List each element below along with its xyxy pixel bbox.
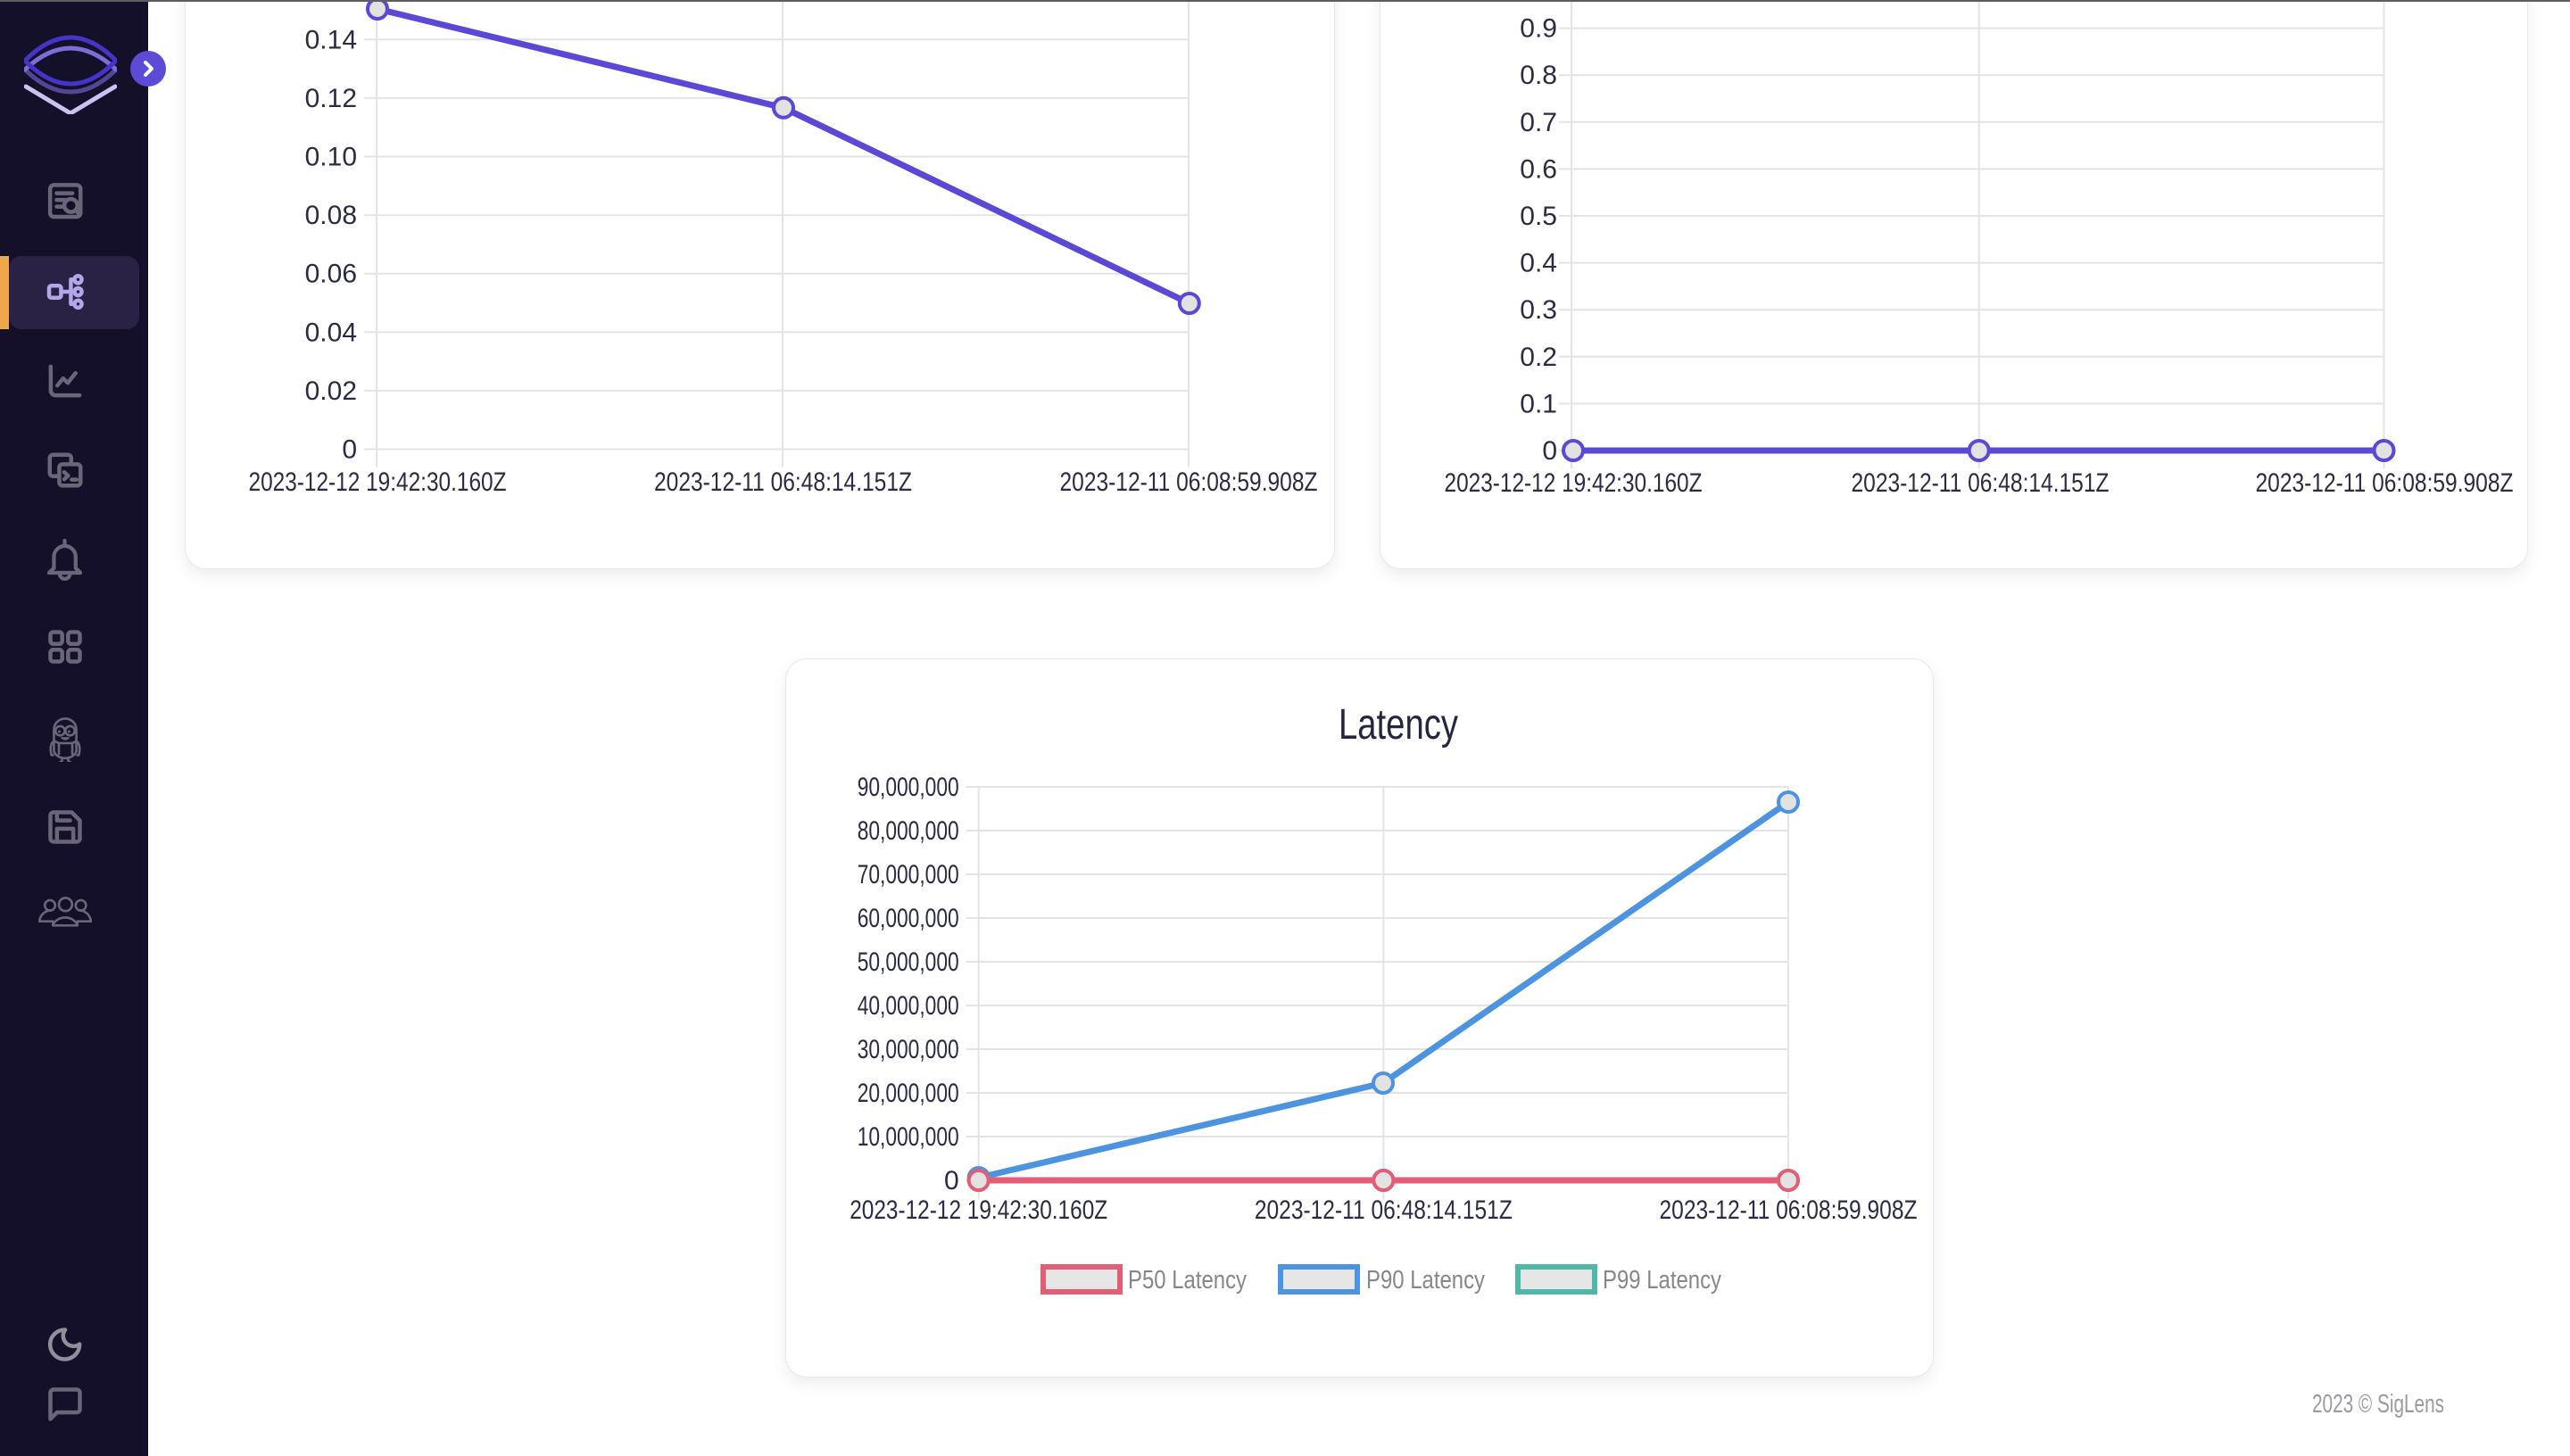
svg-text:0.6: 0.6 <box>1520 154 1557 184</box>
svg-text:2023 © SigLens: 2023 © SigLens <box>2312 1390 2444 1419</box>
svg-text:0.14: 0.14 <box>305 25 357 54</box>
svg-text:P99 Latency: P99 Latency <box>1603 1266 1721 1295</box>
svg-text:0.5: 0.5 <box>1520 202 1557 231</box>
svg-text:0.3: 0.3 <box>1520 295 1557 325</box>
svg-text:0.2: 0.2 <box>1520 343 1557 372</box>
svg-text:0: 0 <box>1542 436 1557 466</box>
svg-text:20,000,000: 20,000,000 <box>858 1079 959 1108</box>
svg-text:Latency: Latency <box>1339 701 1458 749</box>
svg-text:0.9: 0.9 <box>1520 14 1557 44</box>
svg-text:0.1: 0.1 <box>1520 389 1557 418</box>
svg-text:2023-12-11 06:48:14.151Z: 2023-12-11 06:48:14.151Z <box>654 467 912 497</box>
svg-text:2023-12-12 19:42:30.160Z: 2023-12-12 19:42:30.160Z <box>249 467 507 497</box>
svg-text:0.4: 0.4 <box>1520 249 1557 278</box>
svg-text:2023-12-11 06:08:59.908Z: 2023-12-11 06:08:59.908Z <box>1060 467 1318 497</box>
svg-text:40,000,000: 40,000,000 <box>858 991 959 1021</box>
svg-text:30,000,000: 30,000,000 <box>858 1035 959 1064</box>
svg-text:2023-12-11 06:08:59.908Z: 2023-12-11 06:08:59.908Z <box>2256 468 2514 498</box>
svg-text:0: 0 <box>342 435 357 465</box>
svg-text:70,000,000: 70,000,000 <box>858 860 959 889</box>
svg-text:2023-12-12 19:42:30.160Z: 2023-12-12 19:42:30.160Z <box>850 1195 1107 1225</box>
svg-text:80,000,000: 80,000,000 <box>858 816 959 846</box>
svg-text:0: 0 <box>944 1166 959 1195</box>
svg-text:90,000,000: 90,000,000 <box>858 773 959 802</box>
svg-text:0.08: 0.08 <box>305 201 357 230</box>
svg-text:0.10: 0.10 <box>305 143 357 172</box>
svg-text:2023-12-11 06:08:59.908Z: 2023-12-11 06:08:59.908Z <box>1660 1195 1918 1225</box>
svg-text:P90 Latency: P90 Latency <box>1366 1266 1485 1295</box>
svg-text:60,000,000: 60,000,000 <box>858 904 959 933</box>
svg-text:10,000,000: 10,000,000 <box>858 1122 959 1152</box>
svg-text:2023-12-11 06:48:14.151Z: 2023-12-11 06:48:14.151Z <box>1255 1195 1513 1225</box>
svg-text:2023-12-11 06:48:14.151Z: 2023-12-11 06:48:14.151Z <box>1852 468 2110 498</box>
svg-text:0.12: 0.12 <box>305 84 357 113</box>
svg-text:0.02: 0.02 <box>305 376 357 406</box>
svg-text:50,000,000: 50,000,000 <box>858 947 959 977</box>
svg-text:P50 Latency: P50 Latency <box>1128 1266 1247 1295</box>
svg-text:0.8: 0.8 <box>1520 61 1557 90</box>
svg-text:2023-12-12 19:42:30.160Z: 2023-12-12 19:42:30.160Z <box>1445 468 1703 498</box>
svg-text:0.7: 0.7 <box>1520 108 1557 137</box>
svg-text:0.06: 0.06 <box>305 260 357 289</box>
svg-text:0.04: 0.04 <box>305 318 357 347</box>
